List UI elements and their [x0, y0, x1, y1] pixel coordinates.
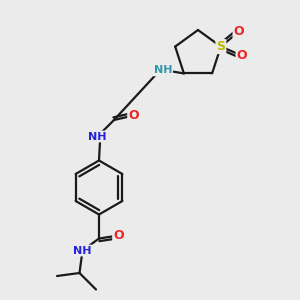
Text: O: O [128, 109, 139, 122]
Text: O: O [233, 25, 244, 38]
Text: O: O [236, 49, 247, 62]
Text: NH: NH [88, 131, 107, 142]
Text: O: O [113, 229, 124, 242]
Text: S: S [216, 40, 225, 53]
Text: NH: NH [73, 245, 92, 256]
Text: NH: NH [154, 65, 172, 75]
